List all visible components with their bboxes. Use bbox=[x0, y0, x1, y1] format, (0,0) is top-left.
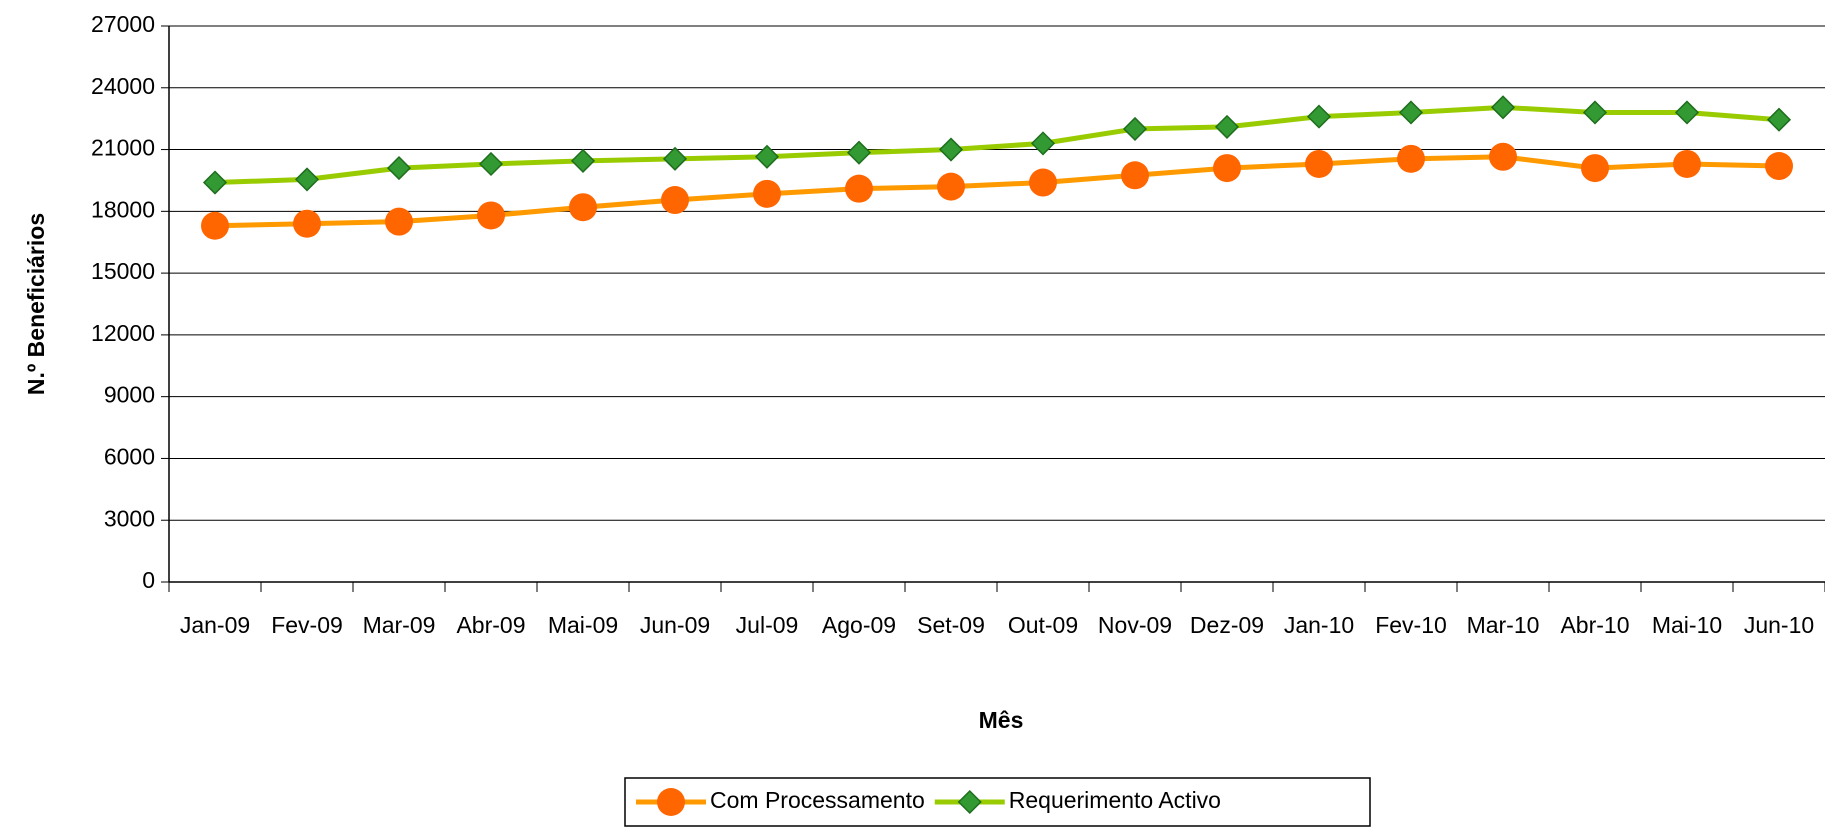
y-tick-label: 27000 bbox=[91, 11, 155, 37]
point bbox=[202, 170, 228, 195]
x-tick-label: Abr-10 bbox=[1560, 612, 1630, 638]
x-tick-label: Fev-09 bbox=[271, 612, 343, 638]
point bbox=[1214, 114, 1240, 139]
x-tick-label: Jul-09 bbox=[735, 612, 799, 638]
x-tick-label: Mai-09 bbox=[547, 612, 619, 638]
point bbox=[938, 137, 964, 162]
point bbox=[661, 186, 689, 215]
x-tick-label: Jan-10 bbox=[1283, 612, 1355, 638]
x-tick-label: Mai-10 bbox=[1651, 612, 1723, 638]
point bbox=[1397, 144, 1425, 173]
y-tick-label: 3000 bbox=[104, 505, 155, 531]
x-tick-label: Abr-09 bbox=[456, 612, 526, 638]
point bbox=[1489, 142, 1517, 171]
x-tick-label: Mar-09 bbox=[362, 612, 436, 638]
point bbox=[1582, 100, 1608, 125]
point bbox=[937, 172, 965, 201]
y-tick-label: 15000 bbox=[91, 258, 155, 284]
point bbox=[1490, 95, 1516, 120]
point bbox=[477, 201, 505, 230]
point bbox=[1122, 116, 1148, 142]
legend-label: Requerimento Activo bbox=[1009, 787, 1221, 813]
x-tick-label: Out-09 bbox=[1007, 612, 1079, 638]
point bbox=[570, 148, 596, 173]
x-tick-label: Dez-09 bbox=[1189, 612, 1265, 638]
point bbox=[1766, 107, 1792, 132]
point bbox=[1674, 100, 1700, 125]
y-axis-title: N.º Beneficiários bbox=[23, 213, 49, 395]
point bbox=[662, 146, 688, 171]
x-tick-label: Ago-09 bbox=[821, 612, 897, 638]
y-tick-label: 12000 bbox=[91, 320, 155, 346]
point bbox=[478, 151, 504, 177]
point bbox=[845, 174, 873, 203]
point bbox=[657, 788, 685, 816]
point bbox=[569, 193, 597, 222]
x-tick-label: Jun-09 bbox=[639, 612, 711, 638]
point bbox=[385, 207, 413, 236]
point bbox=[293, 209, 321, 238]
x-tick-label: Mar-10 bbox=[1466, 612, 1540, 638]
point bbox=[754, 144, 780, 169]
y-tick-label: 0 bbox=[142, 567, 155, 593]
point bbox=[1029, 168, 1057, 197]
y-tick-label: 9000 bbox=[104, 382, 155, 408]
point bbox=[957, 789, 982, 815]
x-tick-label: Jan-09 bbox=[179, 612, 251, 638]
point bbox=[1673, 149, 1701, 178]
x-tick-label: Jun-10 bbox=[1743, 612, 1815, 638]
x-tick-label: Set-09 bbox=[917, 612, 985, 638]
line bbox=[214, 154, 1780, 229]
point bbox=[846, 140, 872, 165]
point bbox=[1765, 152, 1793, 181]
x-tick-label: Nov-09 bbox=[1097, 612, 1173, 638]
point bbox=[1213, 154, 1241, 183]
point bbox=[753, 179, 781, 208]
y-tick-label: 6000 bbox=[104, 444, 155, 470]
x-axis-title: Mês bbox=[979, 707, 1024, 733]
point bbox=[1121, 161, 1149, 190]
point bbox=[294, 167, 320, 192]
line bbox=[214, 104, 1780, 186]
point bbox=[386, 156, 412, 181]
legend-label: Com Processamento bbox=[710, 787, 925, 813]
x-tick-label: Fev-10 bbox=[1375, 612, 1447, 638]
y-tick-label: 24000 bbox=[91, 73, 155, 99]
point bbox=[201, 211, 229, 240]
y-tick-label: 21000 bbox=[91, 135, 155, 161]
point bbox=[1030, 131, 1056, 156]
y-tick-label: 18000 bbox=[91, 196, 155, 222]
point bbox=[1306, 104, 1332, 129]
point bbox=[1581, 154, 1609, 183]
point bbox=[1305, 149, 1333, 178]
point bbox=[1398, 100, 1424, 125]
